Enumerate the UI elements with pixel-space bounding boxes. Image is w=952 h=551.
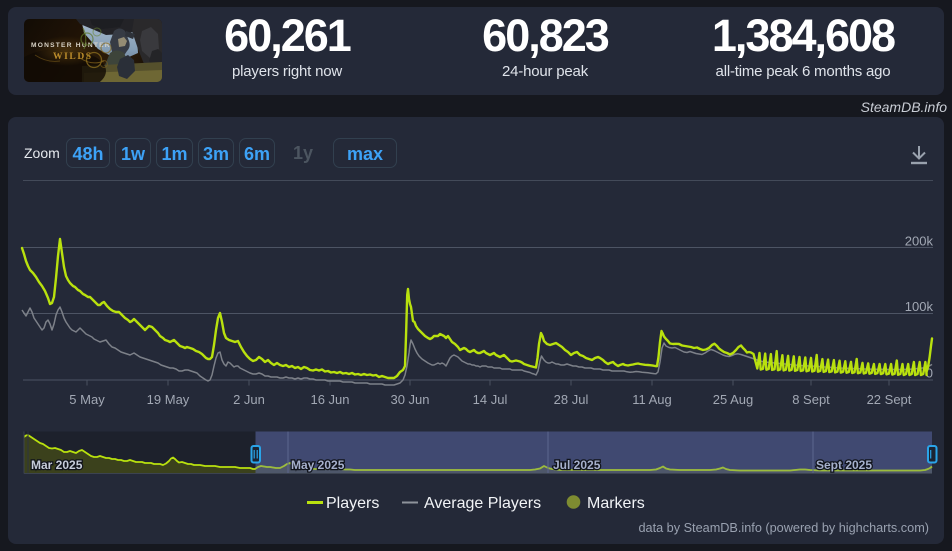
- svg-text:22 Sept: 22 Sept: [867, 392, 912, 407]
- svg-text:200k: 200k: [905, 234, 934, 249]
- svg-text:MONSTER HUNTER: MONSTER HUNTER: [31, 42, 111, 49]
- svg-text:8 Sept: 8 Sept: [792, 392, 830, 407]
- svg-text:25 Aug: 25 Aug: [713, 392, 754, 407]
- svg-text:11 Aug: 11 Aug: [632, 392, 672, 407]
- svg-text:Sept 2025: Sept 2025: [816, 458, 872, 472]
- svg-text:Jul 2025: Jul 2025: [553, 458, 601, 472]
- svg-text:WILDS: WILDS: [53, 52, 93, 62]
- svg-text:data by SteamDB.info (powered: data by SteamDB.info (powered by highcha…: [638, 521, 929, 535]
- svg-text:2 Jun: 2 Jun: [233, 392, 265, 407]
- svg-text:Markers: Markers: [587, 495, 645, 512]
- svg-text:5 May: 5 May: [69, 392, 105, 407]
- svg-text:28 Jul: 28 Jul: [554, 392, 589, 407]
- svg-text:14 Jul: 14 Jul: [473, 392, 508, 407]
- svg-text:19 May: 19 May: [147, 392, 190, 407]
- svg-text:May 2025: May 2025: [291, 458, 345, 472]
- svg-text:100k: 100k: [905, 299, 934, 314]
- svg-text:16 Jun: 16 Jun: [310, 392, 349, 407]
- svg-text:Average Players: Average Players: [424, 495, 541, 512]
- svg-text:Mar 2025: Mar 2025: [31, 458, 83, 472]
- svg-text:30 Jun: 30 Jun: [390, 392, 429, 407]
- svg-text:Players: Players: [326, 495, 379, 512]
- svg-text:0: 0: [926, 366, 933, 381]
